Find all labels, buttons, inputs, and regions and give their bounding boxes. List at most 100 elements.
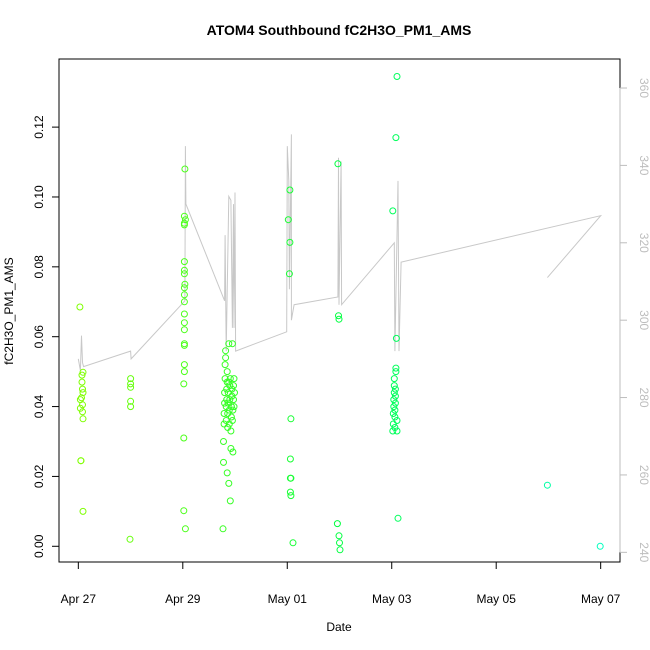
data-point: [180, 319, 188, 327]
y2-tick-label: 280: [637, 388, 650, 408]
data-point: [389, 410, 397, 417]
y2-tick-label: 300: [637, 310, 650, 330]
data-point: [392, 364, 400, 372]
data-point: [76, 303, 84, 311]
x-tick-label: May 07: [581, 592, 621, 606]
y2-tick-label: 340: [637, 155, 650, 175]
data-point: [126, 535, 134, 543]
data-point: [226, 396, 234, 404]
data-point: [393, 73, 401, 80]
data-point: [181, 280, 189, 288]
point-series: [76, 73, 604, 554]
y2-tick-label: 320: [637, 233, 650, 253]
data-point: [221, 375, 229, 383]
data-point: [286, 488, 294, 496]
data-point: [220, 438, 227, 445]
data-point: [289, 539, 297, 547]
data-point: [229, 406, 237, 414]
data-point: [227, 445, 235, 452]
data-point: [79, 385, 86, 393]
y2-tick-label: 360: [637, 78, 650, 98]
data-point: [79, 408, 86, 416]
data-point: [392, 368, 400, 376]
data-point: [228, 417, 236, 424]
data-point: [225, 378, 233, 386]
data-point: [225, 340, 233, 348]
data-point: [230, 396, 237, 404]
data-point: [287, 415, 295, 423]
data-point: [390, 375, 398, 383]
data-point: [224, 410, 232, 417]
y-tick-label: 0.02: [32, 464, 46, 488]
line-series: [77, 134, 603, 371]
data-point: [230, 382, 237, 390]
data-point: [223, 368, 231, 376]
data-point: [221, 389, 229, 397]
y2-tick-label: 260: [637, 465, 650, 485]
y-tick-label: 0.10: [32, 185, 46, 209]
data-point: [180, 326, 188, 334]
data-point: [180, 310, 188, 318]
data-point: [333, 520, 341, 528]
data-point: [335, 532, 343, 540]
data-point: [220, 458, 227, 466]
data-point: [180, 291, 188, 299]
data-point: [285, 270, 293, 278]
data-point: [391, 413, 399, 421]
data-point: [286, 455, 294, 463]
data-point: [180, 341, 188, 349]
data-point: [391, 399, 399, 407]
data-point: [221, 399, 229, 407]
data-point: [390, 389, 398, 397]
data-point: [181, 165, 189, 173]
data-point: [180, 212, 188, 220]
x-tick-label: May 05: [477, 592, 517, 606]
data-point: [180, 507, 188, 515]
data-point: [392, 134, 400, 142]
data-point: [222, 354, 230, 362]
data-point: [180, 258, 188, 266]
data-point: [127, 397, 135, 405]
data-point: [230, 375, 238, 383]
data-point: [393, 417, 401, 424]
data-point: [230, 403, 238, 411]
data-point: [223, 396, 231, 404]
data-point: [180, 380, 188, 388]
data-point: [390, 403, 398, 411]
data-point: [287, 492, 295, 500]
x-axis-label: Date: [326, 620, 352, 634]
y-tick-label: 0.04: [32, 395, 46, 419]
data-point: [335, 315, 343, 323]
data-point: [79, 389, 87, 397]
data-point: [335, 312, 342, 320]
data-point: [180, 368, 188, 376]
x-tick-label: May 03: [372, 592, 412, 606]
data-point: [127, 383, 135, 391]
y-axis-label: fC2H3O_PM1_AMS: [2, 257, 16, 364]
data-point: [180, 434, 188, 442]
data-point: [394, 514, 402, 522]
data-point: [226, 497, 234, 505]
plot-frame: [58, 58, 621, 563]
data-point: [334, 160, 342, 168]
data-point: [389, 207, 397, 215]
data-point: [77, 457, 85, 465]
data-point: [389, 420, 397, 428]
y-tick-label: 0.00: [32, 534, 46, 558]
data-point: [180, 284, 188, 292]
data-point: [389, 427, 397, 435]
data-point: [391, 406, 399, 414]
data-point: [225, 479, 233, 487]
y-tick-label: 0.06: [32, 325, 46, 349]
data-point: [76, 404, 84, 412]
y-tick-label: 0.08: [32, 255, 46, 279]
data-point: [180, 361, 188, 369]
data-point: [392, 334, 400, 342]
data-point: [336, 539, 343, 547]
line-series-path: [77, 134, 603, 371]
data-point: [180, 270, 188, 278]
x-tick-label: May 01: [268, 592, 308, 606]
y2-tick-label: 240: [637, 542, 650, 562]
data-point: [391, 392, 399, 400]
